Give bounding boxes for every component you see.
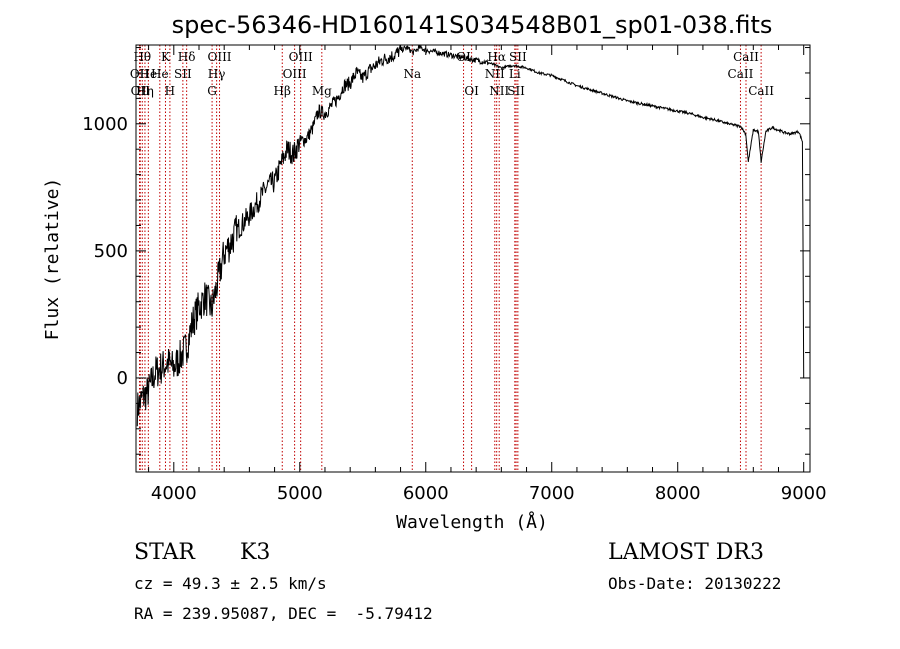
reference-line-label: OI xyxy=(464,84,479,98)
reference-line-label: G xyxy=(207,84,217,98)
reference-line-label: SII xyxy=(174,67,192,81)
x-tick-label: 9000 xyxy=(781,483,827,504)
y-axis-label: Flux (relative) xyxy=(42,178,63,341)
x-axis-label: Wavelength (Å) xyxy=(396,511,548,533)
plot-frame xyxy=(135,44,811,473)
reference-line-label: Hγ xyxy=(208,67,226,81)
reference-line-label: Hβ xyxy=(274,84,291,98)
x-tick-label: 8000 xyxy=(655,483,701,504)
reference-line-label: Li xyxy=(509,67,521,81)
y-tick-label: 0 xyxy=(117,368,128,389)
reference-line-label: Hη xyxy=(136,84,154,98)
reference-line-label: CaII xyxy=(748,84,774,98)
reference-line-label: SII xyxy=(507,84,525,98)
reference-line-label: CaII xyxy=(728,67,754,81)
x-tick-label: 5000 xyxy=(277,483,323,504)
redshift-text: cz = 49.3 ± 2.5 km/s xyxy=(134,574,327,593)
survey-name: LAMOST DR3 xyxy=(608,540,764,565)
chart-title: spec-56346-HD160141S034548B01_sp01-038.f… xyxy=(172,11,773,39)
observation-date: Obs-Date: 20130222 xyxy=(608,574,782,593)
reference-lines xyxy=(139,45,762,472)
y-axis: 0 500 1000 xyxy=(82,47,810,455)
reference-line-label: He xyxy=(140,67,158,81)
reference-line-label: CaII xyxy=(733,50,759,64)
reference-line-label: OIII xyxy=(289,50,313,64)
y-tick-label: 500 xyxy=(94,241,128,262)
coordinates-text: RA = 239.95087, DEC = -5.79412 xyxy=(134,604,433,623)
reference-line-label: K xyxy=(161,50,171,64)
reference-line-label: Hδ xyxy=(178,50,196,64)
reference-line-label: SII xyxy=(509,50,527,64)
reference-line-label: Na xyxy=(403,67,421,81)
reference-line-label: OII xyxy=(130,67,150,81)
reference-line-label: He xyxy=(151,67,169,81)
spectrum-series xyxy=(136,44,805,427)
reference-line-label: H xyxy=(165,84,175,98)
x-axis: 4000 5000 6000 7000 8000 9000 xyxy=(148,45,827,504)
y-tick-label: 1000 xyxy=(82,114,128,135)
reference-line-label: OIII xyxy=(283,67,307,81)
x-tick-label: 4000 xyxy=(151,483,197,504)
x-tick-label: 7000 xyxy=(529,483,575,504)
reference-line-label: NII xyxy=(485,67,505,81)
object-class: STAR xyxy=(134,540,195,565)
subclass: K3 xyxy=(240,540,271,565)
reference-line-label: OIII xyxy=(207,50,231,64)
reference-line-label: Hθ xyxy=(133,50,151,64)
x-tick-label: 6000 xyxy=(403,483,449,504)
reference-line-label: Hα xyxy=(487,50,506,64)
reference-line-label: Mg xyxy=(312,84,332,98)
reference-line-label: NII xyxy=(489,84,509,98)
